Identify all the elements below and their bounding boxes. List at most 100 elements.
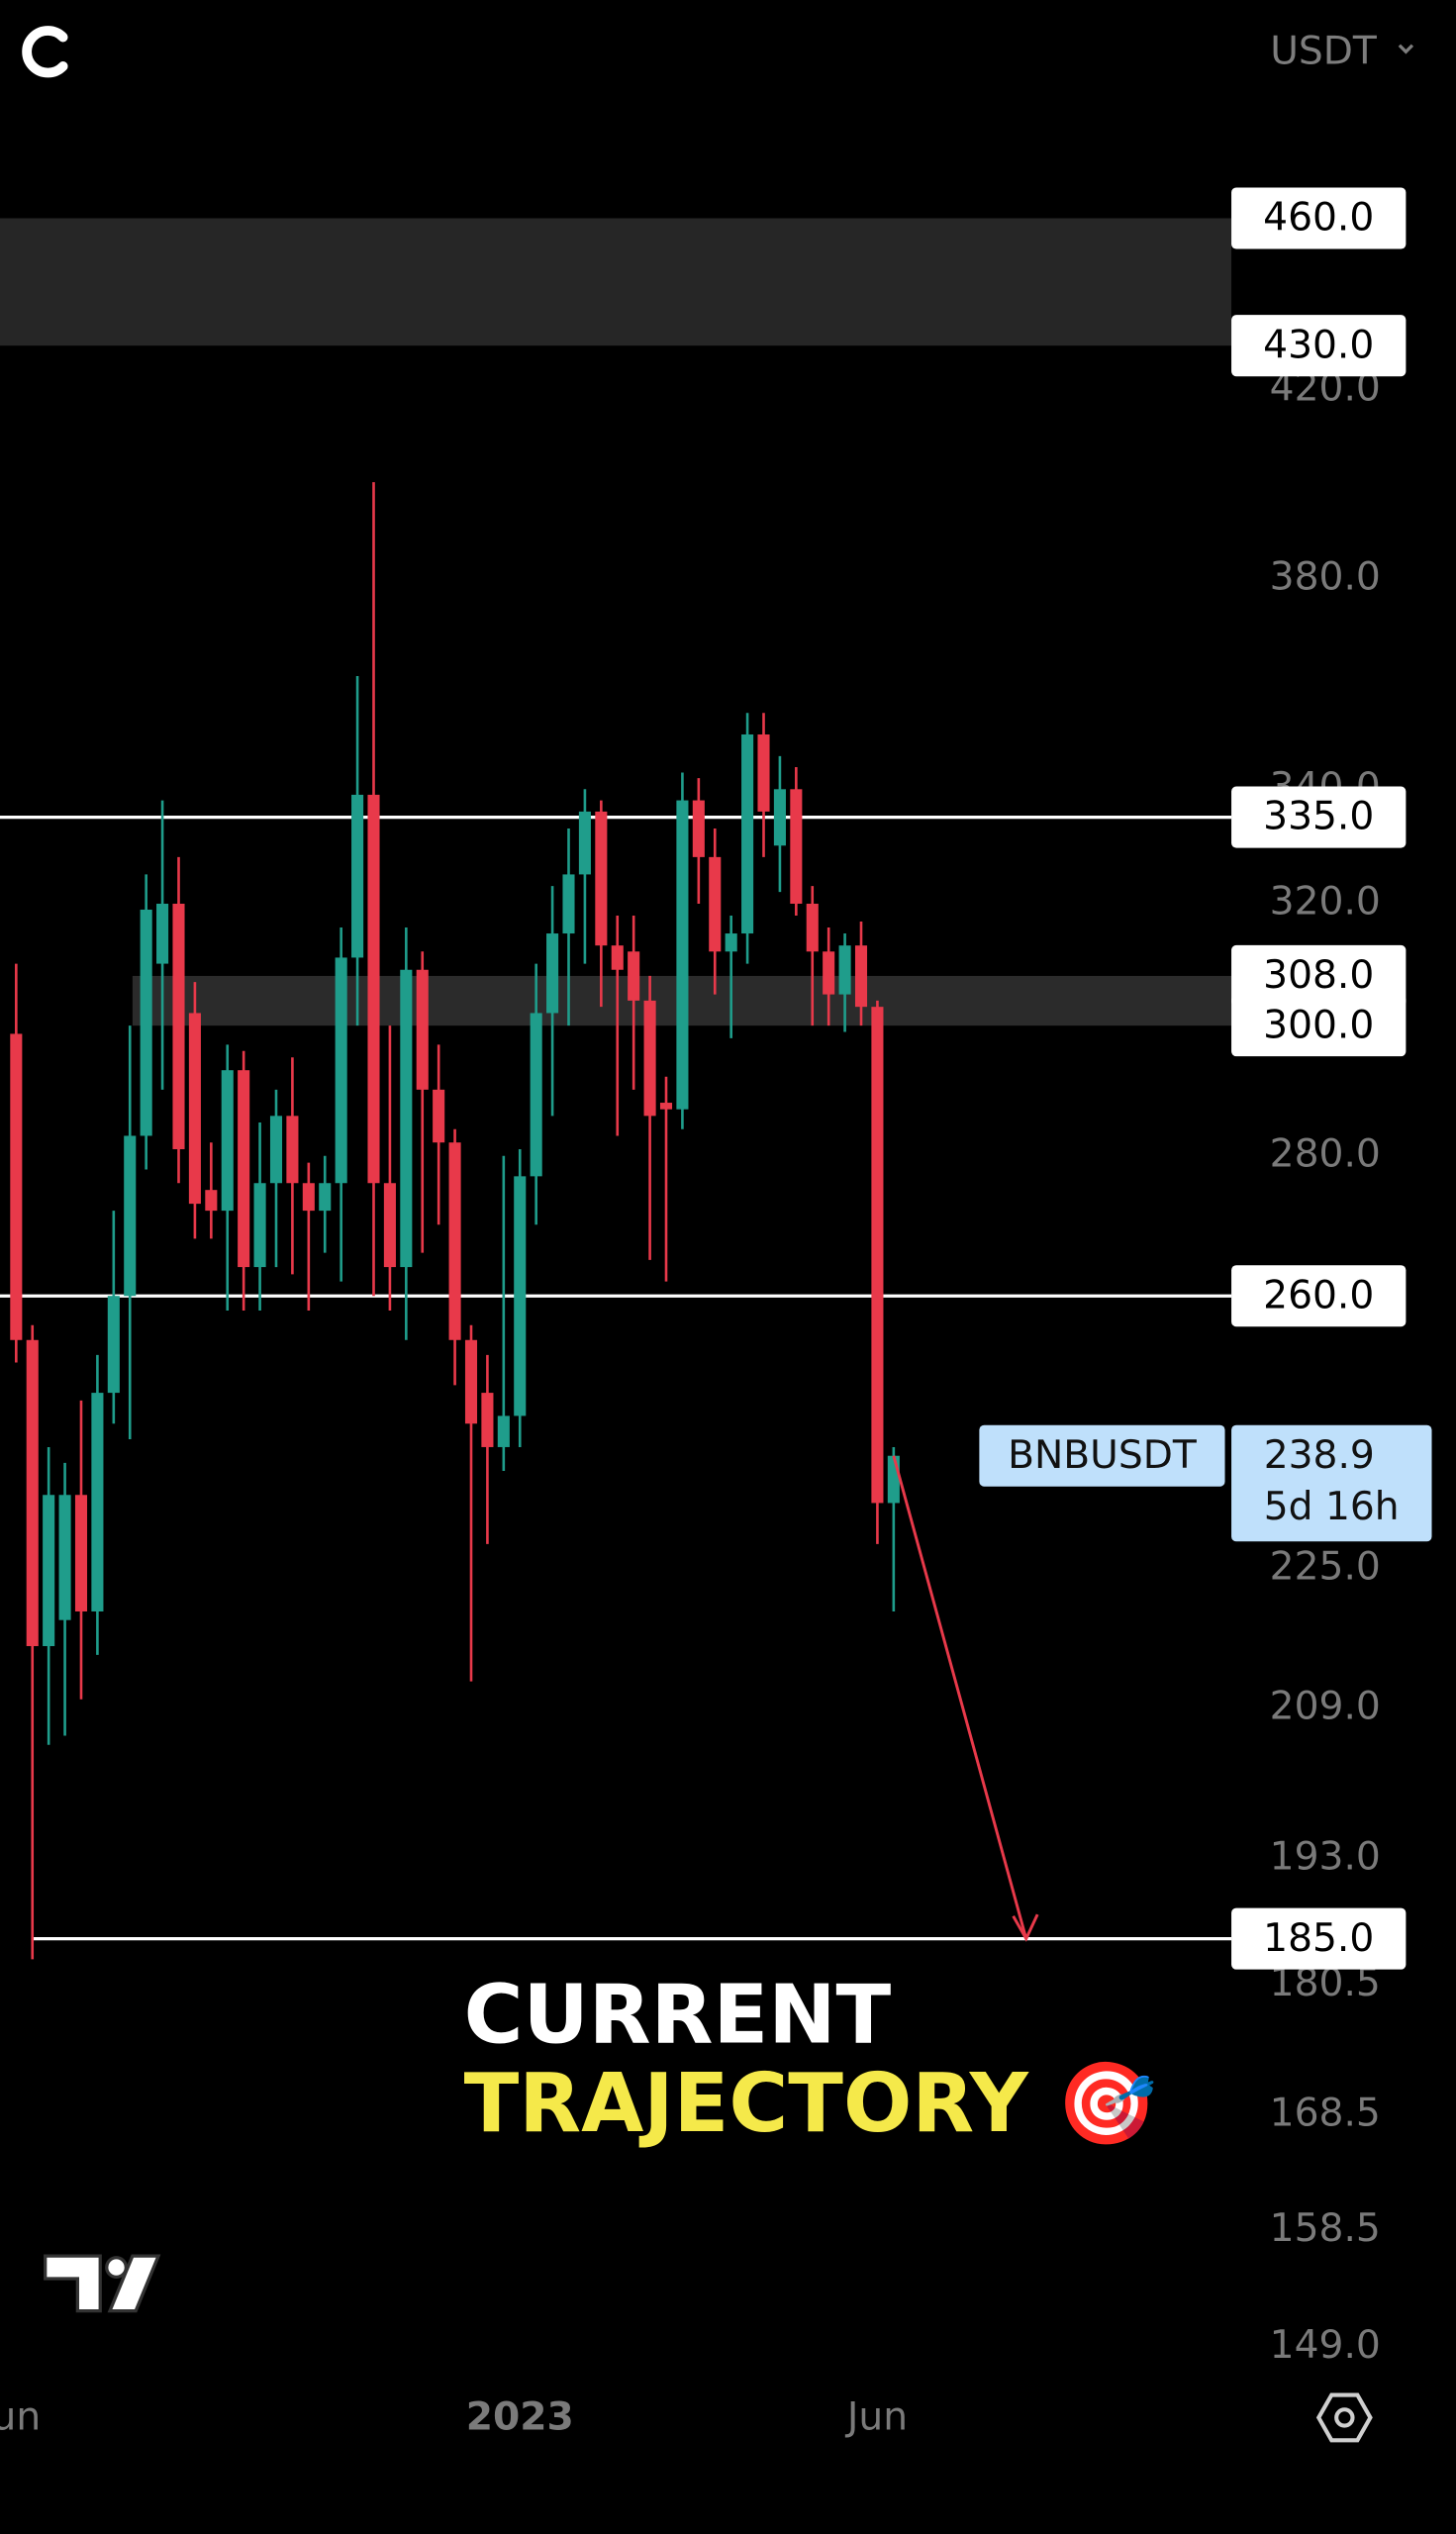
candle-body xyxy=(238,1070,250,1268)
y-tick-label: 380.0 xyxy=(1270,555,1381,600)
candle-body xyxy=(562,874,575,934)
level-box xyxy=(1231,1907,1407,1970)
level-label: 335.0 xyxy=(1263,795,1374,839)
candle-body xyxy=(351,794,364,958)
candle-body xyxy=(757,733,770,812)
symbol-tag xyxy=(979,1424,1225,1487)
zone xyxy=(0,218,1232,346)
level-label: 185.0 xyxy=(1263,1916,1374,1961)
candle-body xyxy=(269,1116,283,1184)
candle-body xyxy=(221,1070,234,1212)
candle-body xyxy=(433,1089,445,1143)
candle-body xyxy=(546,933,559,1014)
candle-body xyxy=(156,903,169,964)
level-box xyxy=(1231,187,1407,249)
countdown-label: 5d 16h xyxy=(1264,1485,1400,1529)
trajectory-arrow xyxy=(892,1455,1028,1940)
candle-body xyxy=(400,969,413,1268)
candle-body xyxy=(595,811,608,946)
app-logo[interactable] xyxy=(22,26,68,78)
candle-body xyxy=(43,1495,55,1647)
zones-layer: 420.0380.0340.0320.0280.0225.0209.0193.0… xyxy=(0,218,1381,2368)
dropdown-chevron[interactable] xyxy=(1398,44,1414,54)
candle-body xyxy=(725,933,737,952)
candle-body xyxy=(383,1183,396,1268)
candle-body xyxy=(741,733,754,934)
candle-body xyxy=(464,1339,478,1424)
candle-body xyxy=(286,1116,299,1184)
candle-body xyxy=(838,945,851,995)
candle-body xyxy=(628,951,640,1001)
candle-body xyxy=(172,903,185,1149)
candle-body xyxy=(659,1103,673,1110)
candle-body xyxy=(188,1013,201,1205)
x-tick-label: 2023 xyxy=(466,2395,574,2440)
level-box xyxy=(1231,1265,1407,1327)
price-label: 238.9 xyxy=(1264,1433,1375,1478)
level-label: 308.0 xyxy=(1263,953,1374,998)
candle-body xyxy=(692,800,705,857)
candle-body xyxy=(823,951,835,995)
candle-body xyxy=(806,903,819,952)
labels-layer: 460.0 430.0 308.0 300.0 335.0 260.0 185.0 un 202… xyxy=(0,187,1432,2440)
settings-icon[interactable] xyxy=(1315,2392,1373,2443)
arrow-head xyxy=(1012,1913,1039,1942)
y-tick-label: 209.0 xyxy=(1270,1684,1381,1728)
currency-selector[interactable]: USDT xyxy=(1270,29,1378,73)
tradingview-logo xyxy=(44,2254,161,2313)
candle-body xyxy=(578,811,591,875)
y-tick-label: 158.5 xyxy=(1270,2206,1381,2251)
candle-body xyxy=(773,789,786,846)
level-label: 460.0 xyxy=(1263,196,1374,241)
candle-body xyxy=(107,1296,120,1394)
candle-body xyxy=(335,957,347,1184)
candle-body xyxy=(319,1183,332,1212)
candle-body xyxy=(26,1339,39,1647)
candle-body xyxy=(416,969,429,1090)
level-box xyxy=(1231,944,1407,1007)
level-label: 300.0 xyxy=(1263,1003,1374,1047)
candle-body xyxy=(58,1495,71,1620)
candle-body xyxy=(530,1013,542,1177)
level-box xyxy=(1231,995,1407,1057)
x-tick-label: Jun xyxy=(844,2395,908,2440)
candle-body xyxy=(448,1142,461,1340)
annotation-line: TRAJECTORY 🎯 xyxy=(464,2057,1157,2151)
candle-body xyxy=(643,1000,656,1117)
x-tick-label: un xyxy=(0,2395,41,2440)
candle-body xyxy=(74,1495,88,1611)
candle-body xyxy=(91,1393,104,1611)
candle-body xyxy=(709,856,722,952)
candle-body xyxy=(676,800,689,1110)
level-label: 430.0 xyxy=(1263,323,1374,367)
candle-body xyxy=(124,1135,137,1297)
symbol-label: BNBUSDT xyxy=(1008,1433,1198,1478)
candle-body xyxy=(140,909,152,1136)
candle-body xyxy=(871,1007,884,1504)
candle-body xyxy=(367,794,380,1184)
y-tick-label: 193.0 xyxy=(1270,1834,1381,1879)
candle-body xyxy=(481,1393,494,1447)
level-box xyxy=(1231,786,1407,848)
candle-body xyxy=(10,1033,23,1340)
candle-body xyxy=(611,945,624,970)
candle-body xyxy=(514,1176,527,1416)
candle-body xyxy=(205,1190,218,1212)
level-label: 260.0 xyxy=(1263,1273,1374,1317)
y-tick-label: 225.0 xyxy=(1270,1545,1381,1590)
y-tick-label: 320.0 xyxy=(1270,879,1381,924)
y-tick-label: 280.0 xyxy=(1270,1131,1381,1176)
y-tick-label: 149.0 xyxy=(1270,2323,1381,2368)
candle-body xyxy=(790,789,803,904)
candle-body xyxy=(302,1183,315,1212)
candle-body xyxy=(887,1455,900,1504)
candle-body xyxy=(497,1415,510,1447)
candle-body xyxy=(253,1183,266,1268)
candle-body xyxy=(854,945,868,1008)
y-tick-label: 168.5 xyxy=(1270,2091,1381,2135)
level-box xyxy=(1231,315,1407,377)
annotation-line: CURRENT xyxy=(464,1968,892,2062)
candles-layer xyxy=(10,482,900,1960)
price-tag xyxy=(1231,1424,1432,1542)
